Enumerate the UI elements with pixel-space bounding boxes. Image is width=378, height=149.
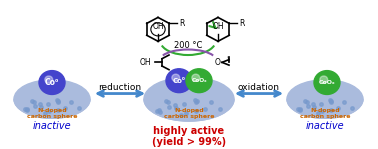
Text: OH: OH xyxy=(152,22,164,31)
Text: R: R xyxy=(179,19,184,28)
Text: Co⁰: Co⁰ xyxy=(172,78,186,84)
Text: N-doped
carbon sphere: N-doped carbon sphere xyxy=(164,108,214,119)
Text: N-doped
carbon sphere: N-doped carbon sphere xyxy=(27,108,77,119)
Text: oxidation: oxidation xyxy=(238,83,280,92)
Text: 200 °C: 200 °C xyxy=(174,41,202,50)
Text: OH: OH xyxy=(212,22,224,31)
Text: highly active
(yield > 99%): highly active (yield > 99%) xyxy=(152,126,226,147)
Text: inactive: inactive xyxy=(33,121,71,131)
Text: Co⁰: Co⁰ xyxy=(45,78,59,87)
Text: OH: OH xyxy=(139,58,151,67)
Ellipse shape xyxy=(14,80,90,118)
Text: CoOₓ: CoOₓ xyxy=(319,80,335,85)
Circle shape xyxy=(39,71,65,94)
Text: R: R xyxy=(239,19,245,28)
Circle shape xyxy=(320,76,328,83)
Text: inactive: inactive xyxy=(306,121,344,131)
Polygon shape xyxy=(144,99,234,121)
Ellipse shape xyxy=(287,80,363,118)
Polygon shape xyxy=(287,99,363,118)
Text: O: O xyxy=(215,58,221,67)
Circle shape xyxy=(314,71,340,94)
Text: reduction: reduction xyxy=(98,83,142,92)
Circle shape xyxy=(172,74,180,81)
Circle shape xyxy=(192,74,200,81)
Circle shape xyxy=(186,69,212,93)
Ellipse shape xyxy=(144,77,234,121)
Circle shape xyxy=(166,69,192,93)
Circle shape xyxy=(45,76,53,83)
Text: N-doped
carbon sphere: N-doped carbon sphere xyxy=(300,108,350,119)
Text: CoOₓ: CoOₓ xyxy=(191,78,207,83)
Polygon shape xyxy=(14,99,90,118)
